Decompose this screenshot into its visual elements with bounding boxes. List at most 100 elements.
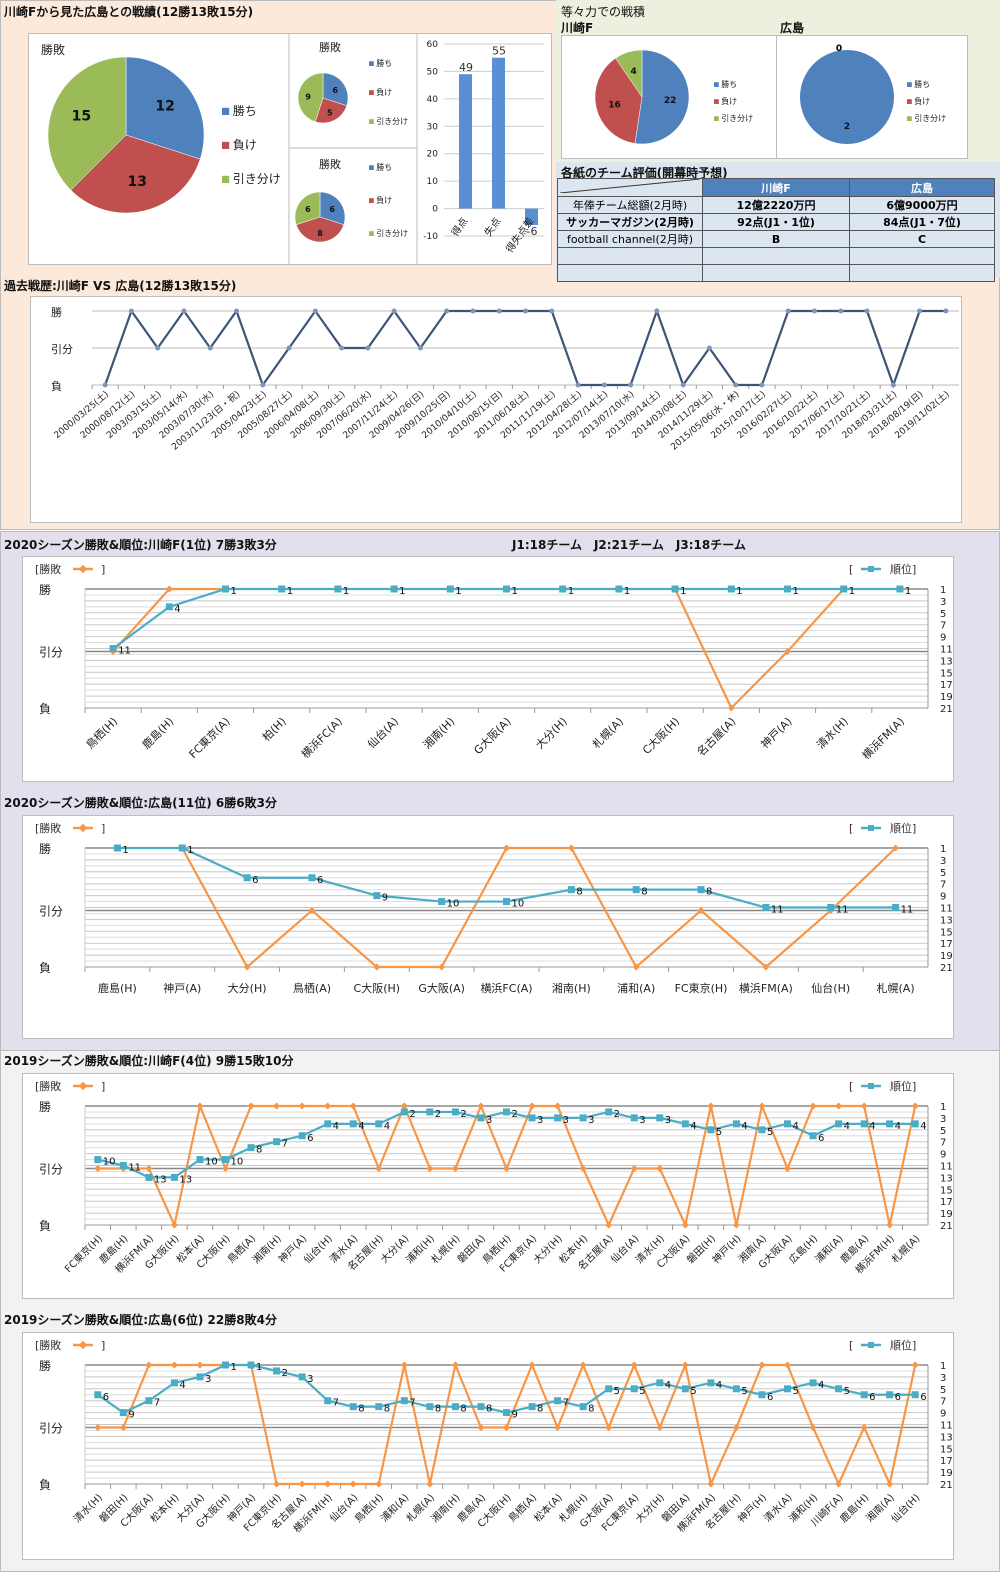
legend-swatch — [369, 119, 374, 124]
bar — [492, 57, 505, 209]
rank-data-label: 7 — [154, 1398, 160, 1409]
eval-value — [849, 264, 995, 282]
legend-result-label: [勝敗 — [35, 562, 61, 576]
legend-swatch — [714, 116, 719, 121]
rank-tick-label: 15 — [940, 1185, 953, 1196]
s2019h-svg: [勝敗][順位]13579111315171921負引分勝清水(H)磐田(H)C… — [35, 1338, 953, 1535]
legend-rank-marker — [868, 1342, 874, 1348]
legend-label: 勝ち — [721, 79, 737, 89]
result-point — [579, 1361, 587, 1369]
y-tick-label: 30 — [427, 122, 439, 132]
rank-data-label: 1 — [849, 586, 855, 597]
result-point — [911, 1102, 919, 1110]
rank-data-label: 1 — [736, 586, 742, 597]
x-tick-label: 柏(H) — [259, 714, 289, 744]
eval-row: サッカーマガジン(2月時) 92点(J1・1位) 84点(J1・7位) — [557, 213, 995, 231]
rank-point — [656, 1114, 664, 1122]
pie-data-label: 0 — [836, 44, 842, 54]
rank-data-label: 9 — [512, 1410, 518, 1421]
x-tick-label: C大阪(H) — [354, 981, 401, 995]
rank-point — [375, 1403, 383, 1411]
rank-tick-label: 19 — [940, 1209, 953, 1220]
x-tick-label: 大分(H) — [228, 981, 267, 995]
result-point — [567, 844, 575, 852]
rank-data-label: 10 — [447, 899, 460, 910]
rank-data-label: 10 — [512, 899, 525, 910]
eval-col-hiroshima: 広島 — [849, 178, 995, 197]
diagonal-line — [559, 178, 701, 194]
pie-slice — [634, 49, 690, 145]
rank-data-label: 4 — [895, 1121, 901, 1132]
history-title: 過去戦歴:川崎F VS 広島(12勝13敗15分) — [4, 279, 237, 293]
bar-data-label: 55 — [492, 45, 506, 58]
result-point — [221, 1164, 230, 1173]
y-tick-label: 引分 — [39, 1421, 63, 1435]
pie-data-label: 22 — [664, 96, 677, 106]
legend-label: 引き分け — [914, 114, 946, 123]
rank-data-label: 1 — [455, 586, 461, 597]
rank-tick-label: 7 — [940, 880, 946, 891]
result-point — [732, 1221, 740, 1229]
rank-point — [426, 1403, 434, 1411]
eval-label: football channel(2月時) — [557, 230, 703, 248]
rank-data-label: 8 — [588, 1404, 594, 1415]
x-tick-label: 松本(H) — [147, 1491, 181, 1525]
rank-tick-label: 13 — [940, 1432, 953, 1443]
pie-slice — [47, 56, 127, 191]
rank-data-label: 4 — [818, 1380, 824, 1391]
result-point — [758, 1102, 766, 1110]
y-tick-label: 勝 — [39, 1358, 51, 1373]
eval-value: C — [849, 230, 995, 248]
rank-point — [247, 1361, 255, 1369]
x-tick-label: 鹿島(H) — [139, 714, 176, 751]
rank-data-label: 6 — [818, 1133, 824, 1144]
eval-value: B — [701, 230, 851, 248]
rank-data-label: 1 — [187, 845, 193, 856]
result-point — [196, 1102, 204, 1110]
x-tick-label: FC東京(H) — [675, 981, 728, 995]
rank-data-label: 9 — [128, 1410, 134, 1421]
rank-point — [477, 1114, 485, 1122]
history-point — [128, 308, 134, 314]
rank-data-label: 7 — [282, 1139, 288, 1150]
rank-point — [809, 1379, 817, 1387]
x-tick-label: 鳥栖(A) — [293, 981, 331, 995]
history-point — [812, 308, 817, 314]
legend-label: 勝ち — [233, 103, 257, 118]
x-tick-label: FC東京(H) — [62, 1232, 105, 1275]
rank-point — [579, 1114, 587, 1122]
rank-point — [178, 844, 186, 852]
history-point — [759, 382, 765, 388]
x-tick-label: 札幌(H) — [428, 1232, 462, 1266]
rank-point — [170, 1379, 178, 1387]
rank-data-label: 6 — [103, 1392, 109, 1403]
equal-right-team: 広島 — [780, 21, 805, 35]
rank-data-label: 8 — [384, 1404, 390, 1415]
rank-point — [671, 585, 679, 593]
summary-charts-box: 勝敗 12 13 15 勝ち 負け 引き分け 勝敗 6 5 9 勝ち 負け 引き分け 勝敗 6 8 6 勝ち 負け 引き… — [28, 33, 552, 265]
eval-corner — [557, 178, 703, 197]
legend-result-label: [勝敗 — [35, 1079, 61, 1093]
history-point — [365, 345, 371, 351]
bar-data-label: 49 — [459, 61, 473, 74]
rank-tick-label: 9 — [940, 1409, 946, 1420]
history-point — [496, 308, 502, 314]
result-point — [373, 963, 381, 971]
x-tick-label: 湘南(H) — [250, 1232, 284, 1266]
rank-tick-label: 5 — [940, 609, 946, 620]
rank-point — [503, 585, 510, 593]
rank-point — [145, 1173, 153, 1181]
rank-data-label: 5 — [690, 1386, 696, 1397]
result-point — [145, 1361, 153, 1369]
bar — [525, 208, 538, 226]
rank-data-label: 1 — [624, 586, 630, 597]
rank-point — [324, 1397, 332, 1405]
legend-rank-marker — [868, 825, 874, 831]
rank-tick-label: 19 — [940, 1468, 953, 1479]
rank-point — [762, 904, 770, 911]
rank-data-label: 6 — [307, 1133, 313, 1144]
pie-data-label: 5 — [327, 108, 333, 117]
rank-point — [727, 585, 735, 593]
rank-data-label: 6 — [252, 875, 258, 886]
